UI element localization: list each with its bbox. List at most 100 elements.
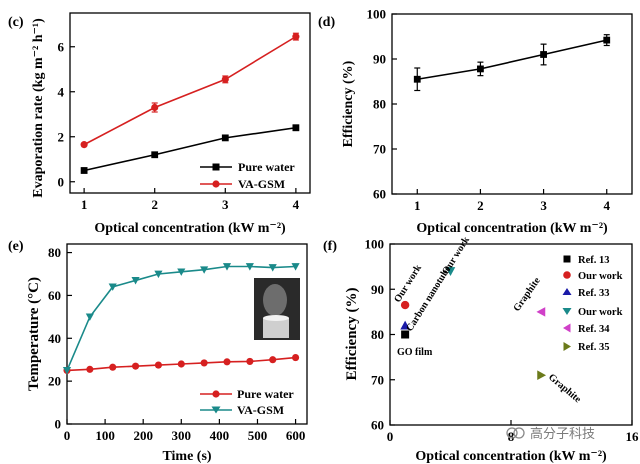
data-point xyxy=(222,263,232,271)
y-axis-label: Temperature (°C) xyxy=(26,277,42,391)
panel-label: (e) xyxy=(8,239,24,254)
x-tick-label: 2 xyxy=(477,198,484,213)
y-tick-label: 70 xyxy=(373,142,386,157)
legend-marker xyxy=(212,163,220,171)
y-tick-label: 2 xyxy=(58,129,65,144)
x-tick-label: 1 xyxy=(414,198,421,213)
data-point xyxy=(177,360,185,368)
panel-label: (d) xyxy=(318,15,335,30)
watermark-logo xyxy=(513,427,525,439)
data-point xyxy=(154,361,162,369)
y-axis: 60 70 80 90 100 xyxy=(367,7,397,202)
y-axis: 0 20 40 60 80 xyxy=(48,245,72,432)
y-tick-label: 0 xyxy=(55,417,62,432)
legend-marker xyxy=(212,180,220,188)
legend-label: VA-GSM xyxy=(237,403,284,417)
y-axis: 0 2 4 6 xyxy=(58,39,75,189)
data-point xyxy=(540,51,547,58)
point-annotation: Our work xyxy=(392,262,424,304)
y-tick-label: 0 xyxy=(58,174,65,189)
series-line xyxy=(83,35,297,146)
data-point xyxy=(477,65,484,73)
data-point xyxy=(200,266,209,274)
legend-label: Ref. 13 xyxy=(578,255,610,266)
data-point xyxy=(177,268,186,276)
legend-marker xyxy=(562,288,572,295)
legend-marker xyxy=(211,406,221,414)
plot-area xyxy=(62,263,300,375)
watermark-text: 高分子科技 xyxy=(530,426,595,442)
x-axis-label: Optical concentration (kW m⁻²) xyxy=(94,221,286,236)
x-tick-label: 600 xyxy=(286,428,306,443)
y-axis-label: Evaporation rate (kg m⁻² h⁻¹) xyxy=(31,18,46,198)
legend-label: Ref. 33 xyxy=(578,288,610,299)
legend-label: Pure water xyxy=(238,160,295,174)
x-tick-label: 0 xyxy=(64,428,71,443)
y-tick-label: 100 xyxy=(365,237,385,252)
legend-label: Ref. 35 xyxy=(578,342,610,353)
data-point xyxy=(537,370,547,381)
y-tick-label: 80 xyxy=(371,327,384,342)
legend: Pure water VA-GSM xyxy=(200,160,295,191)
panel-c: (c) 0 2 4 6 1 2 3 4 Optical concentration (kW … xyxy=(8,12,311,236)
data-point xyxy=(131,277,140,285)
inset-glow xyxy=(263,284,287,316)
plot-frame xyxy=(66,243,308,425)
legend-label: Our work xyxy=(578,271,623,282)
data-point xyxy=(445,267,456,276)
y-tick-label: 60 xyxy=(371,418,384,433)
series-line xyxy=(83,126,296,172)
panel-label: (f) xyxy=(323,239,337,254)
legend-marker xyxy=(563,323,571,333)
data-point xyxy=(401,330,410,339)
legend-marker xyxy=(563,342,571,351)
x-tick-label: 500 xyxy=(248,428,268,443)
y-tick-label: 6 xyxy=(58,39,65,54)
plot-frame xyxy=(69,12,311,194)
y-axis-label: Efficiency (%) xyxy=(341,60,356,147)
data-point xyxy=(246,357,254,365)
data-point xyxy=(223,358,231,366)
legend-marker xyxy=(563,255,571,263)
plot-area xyxy=(400,267,547,381)
data-point xyxy=(292,33,300,41)
data-point xyxy=(413,75,421,83)
y-tick-label: 60 xyxy=(373,187,386,202)
point-annotation: GO film xyxy=(397,347,433,358)
x-tick-label: 300 xyxy=(172,428,192,443)
legend: Pure water VA-GSM xyxy=(200,387,294,417)
y-tick-label: 80 xyxy=(48,245,61,260)
y-axis: 60 70 80 90 100 xyxy=(365,237,395,433)
point-annotation: Our work xyxy=(440,234,472,276)
x-axis-label: Optical concentration (kW m⁻²) xyxy=(416,221,608,236)
inset-photo xyxy=(254,278,300,340)
data-point xyxy=(151,151,159,159)
data-point xyxy=(269,356,277,364)
plot-area xyxy=(80,32,300,174)
legend-label: VA-GSM xyxy=(238,177,285,191)
x-tick-label: 3 xyxy=(540,198,547,213)
data-point xyxy=(85,313,94,321)
x-tick-label: 1 xyxy=(81,197,88,212)
data-point xyxy=(603,36,611,44)
x-tick-label: 8 xyxy=(508,429,515,444)
data-point xyxy=(400,320,410,330)
y-tick-label: 100 xyxy=(367,7,387,22)
data-point xyxy=(154,270,163,279)
inset-beaker xyxy=(263,318,289,338)
x-axis: 0 100 200 300 400 500 600 xyxy=(64,419,306,443)
data-point xyxy=(268,264,277,272)
plot-area xyxy=(413,34,611,92)
data-point xyxy=(292,354,300,362)
watermark-logo xyxy=(506,427,518,439)
legend-label: Our work xyxy=(578,307,623,318)
inset-surface xyxy=(263,315,289,321)
data-point xyxy=(80,167,88,174)
y-tick-label: 20 xyxy=(48,374,61,389)
data-point xyxy=(200,359,208,367)
x-tick-label: 100 xyxy=(95,428,115,443)
data-point xyxy=(245,263,254,271)
x-tick-label: 16 xyxy=(626,429,640,444)
data-point xyxy=(86,365,94,373)
